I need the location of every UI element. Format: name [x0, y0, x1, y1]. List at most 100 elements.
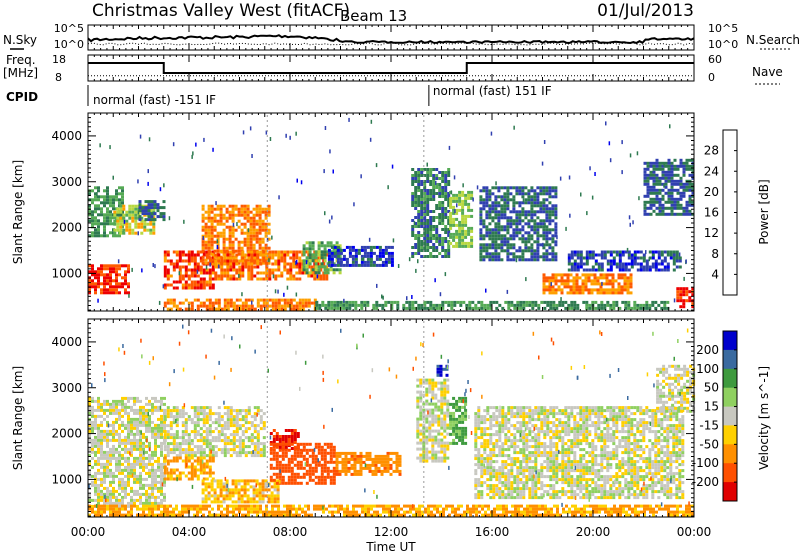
data-cell — [372, 251, 376, 255]
scatter-cell — [271, 235, 273, 240]
data-cell — [333, 263, 337, 267]
data-cell — [336, 306, 340, 310]
data-cell — [116, 210, 120, 214]
data-cell — [518, 231, 522, 235]
data-cell — [261, 485, 265, 489]
data-cell — [494, 216, 498, 220]
data-cell — [244, 298, 248, 302]
data-cell — [533, 189, 537, 193]
data-cell — [208, 298, 212, 302]
data-cell — [142, 465, 145, 469]
data-cell — [447, 180, 451, 183]
data-cell — [243, 485, 247, 489]
data-cell — [673, 158, 677, 162]
data-cell — [235, 445, 239, 449]
data-cell — [678, 259, 682, 263]
data-cell — [134, 216, 138, 220]
data-cell — [109, 480, 112, 484]
data-cell — [222, 216, 226, 220]
data-cell — [643, 203, 647, 207]
data-cell — [172, 471, 176, 475]
data-cell — [467, 244, 471, 248]
data-cell — [441, 210, 445, 213]
data-cell — [533, 249, 537, 253]
data-cell — [545, 231, 549, 235]
data-cell — [100, 264, 103, 268]
data-cell — [91, 267, 94, 271]
data-cell — [606, 300, 610, 304]
data-cell — [246, 237, 250, 241]
data-cell — [426, 201, 430, 204]
data-cell — [226, 406, 230, 410]
data-cell — [286, 262, 290, 266]
data-cell — [234, 479, 238, 483]
data-cell — [144, 212, 148, 216]
data-cell — [609, 303, 613, 307]
data-cell — [211, 412, 215, 416]
data-cell — [223, 451, 227, 455]
data-cell — [414, 189, 418, 192]
data-cell — [545, 276, 549, 280]
data-cell — [249, 485, 253, 489]
data-cell — [255, 491, 259, 495]
data-cell — [154, 474, 157, 478]
data-cell — [207, 204, 211, 208]
data-cell — [679, 305, 683, 309]
data-cell — [91, 285, 94, 289]
data-cell — [253, 448, 257, 452]
data-cell — [654, 300, 658, 304]
data-cell — [673, 200, 677, 204]
data-cell — [633, 306, 637, 310]
data-cell — [327, 303, 331, 307]
data-cell — [624, 268, 628, 272]
data-cell — [139, 486, 142, 490]
data-cell — [545, 216, 549, 220]
data-cell — [426, 228, 430, 231]
data-cell — [229, 265, 233, 269]
data-cell — [100, 267, 103, 271]
data-cell — [663, 303, 667, 307]
data-cell — [124, 480, 127, 484]
data-cell — [211, 256, 215, 260]
data-cell — [201, 225, 205, 229]
data-cell — [308, 241, 312, 245]
data-cell — [551, 234, 555, 238]
data-cell — [94, 231, 97, 235]
data-cell — [205, 304, 209, 308]
data-cell — [220, 250, 224, 254]
data-cell — [226, 427, 230, 431]
data-cell — [258, 216, 262, 220]
data-cell — [196, 418, 200, 422]
data-cell — [211, 451, 215, 455]
data-cell — [657, 256, 661, 260]
data-cell — [199, 304, 203, 308]
data-cell — [106, 495, 109, 499]
data-cell — [603, 256, 607, 260]
data-cell — [615, 303, 619, 307]
data-cell — [106, 432, 109, 436]
data-cell — [608, 291, 612, 295]
data-cell — [548, 189, 552, 193]
scatter-cell — [683, 276, 685, 281]
data-cell — [121, 423, 124, 427]
data-cell — [423, 303, 427, 307]
data-cell — [521, 201, 525, 205]
data-cell — [575, 288, 579, 292]
data-cell — [147, 218, 151, 222]
data-cell — [450, 303, 454, 307]
data-cell — [305, 241, 309, 245]
data-cell — [688, 290, 692, 294]
data-cell — [211, 304, 215, 308]
data-cell — [423, 168, 427, 171]
data-cell — [576, 262, 580, 266]
data-cell — [255, 210, 259, 214]
scatter-cell — [96, 192, 98, 197]
data-cell — [489, 306, 493, 310]
data-cell — [124, 489, 127, 493]
data-cell — [536, 258, 540, 262]
data-cell — [130, 438, 133, 442]
data-cell — [323, 244, 327, 248]
data-cell — [539, 189, 543, 193]
data-cell — [219, 213, 223, 217]
data-cell — [241, 259, 245, 263]
